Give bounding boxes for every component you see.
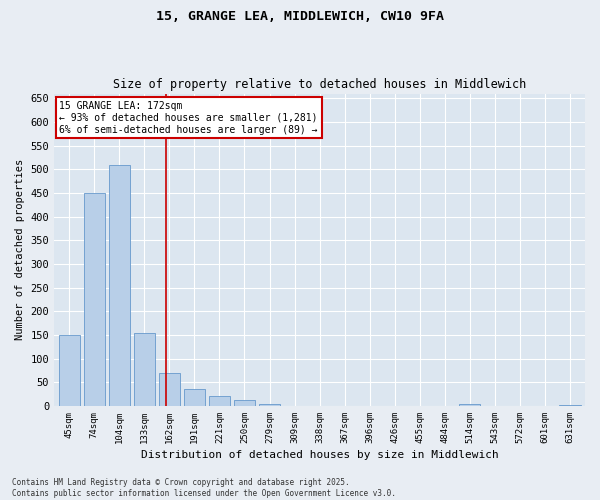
Bar: [259, 404, 280, 406]
Bar: [109, 164, 130, 406]
Y-axis label: Number of detached properties: Number of detached properties: [15, 159, 25, 340]
Bar: [209, 396, 230, 406]
Bar: [59, 335, 80, 406]
Title: Size of property relative to detached houses in Middlewich: Size of property relative to detached ho…: [113, 78, 526, 91]
Bar: [83, 193, 105, 406]
Bar: [184, 390, 205, 406]
Bar: [234, 400, 255, 406]
Bar: [559, 404, 581, 406]
X-axis label: Distribution of detached houses by size in Middlewich: Distribution of detached houses by size …: [141, 450, 499, 460]
Text: Contains HM Land Registry data © Crown copyright and database right 2025.
Contai: Contains HM Land Registry data © Crown c…: [12, 478, 396, 498]
Text: 15 GRANGE LEA: 172sqm
← 93% of detached houses are smaller (1,281)
6% of semi-de: 15 GRANGE LEA: 172sqm ← 93% of detached …: [59, 102, 318, 134]
Bar: [159, 373, 180, 406]
Bar: [459, 404, 481, 406]
Text: 15, GRANGE LEA, MIDDLEWICH, CW10 9FA: 15, GRANGE LEA, MIDDLEWICH, CW10 9FA: [156, 10, 444, 23]
Bar: [134, 332, 155, 406]
